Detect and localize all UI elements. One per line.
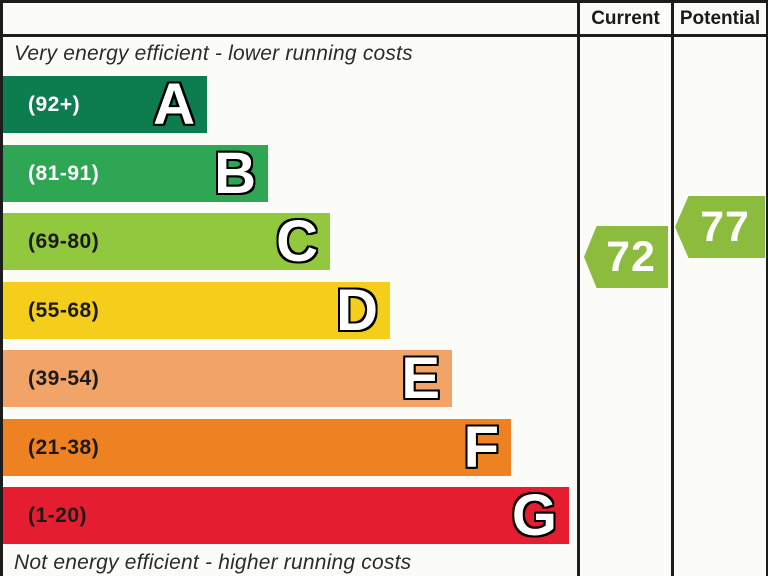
band-b-letter: B [214,141,256,206]
band-d: (55-68) D [3,278,390,343]
potential-rating-value: 77 [700,203,750,251]
band-a-letter: A [153,72,195,137]
band-f-range: (21-38) [28,435,100,459]
band-f: (21-38) F [3,415,511,480]
potential-column-divider [671,0,674,576]
band-b-range: (81-91) [28,161,100,185]
band-f-letter: F [463,415,499,480]
band-e-range: (39-54) [28,366,100,390]
current-column-header: Current [591,8,660,29]
right-border-line [766,0,768,576]
header-divider-line [0,34,768,37]
current-rating-pointer: 72 [584,226,668,288]
band-e: (39-54) E [3,346,452,411]
current-column-divider [577,0,580,576]
band-a-range: (92+) [28,92,81,116]
band-c-range: (69-80) [28,229,100,253]
band-b: (81-91) B [3,141,268,206]
current-rating-value: 72 [606,233,656,281]
band-g-range: (1-20) [28,503,88,527]
band-a: (92+) A [3,72,207,137]
left-border-line [0,0,3,576]
potential-rating-pointer: 77 [675,196,765,258]
top-border-line [0,0,768,3]
band-g: (1-20) G [3,483,569,548]
band-c-letter: C [276,209,318,274]
bottom-caption: Not energy efficient - higher running co… [14,551,412,574]
band-d-letter: D [336,278,378,343]
band-e-letter: E [401,346,440,411]
band-g-letter: G [511,483,557,548]
band-d-range: (55-68) [28,298,100,322]
band-c: (69-80) C [3,209,330,274]
top-caption: Very energy efficient - lower running co… [14,42,413,65]
potential-column-header: Potential [679,8,761,29]
